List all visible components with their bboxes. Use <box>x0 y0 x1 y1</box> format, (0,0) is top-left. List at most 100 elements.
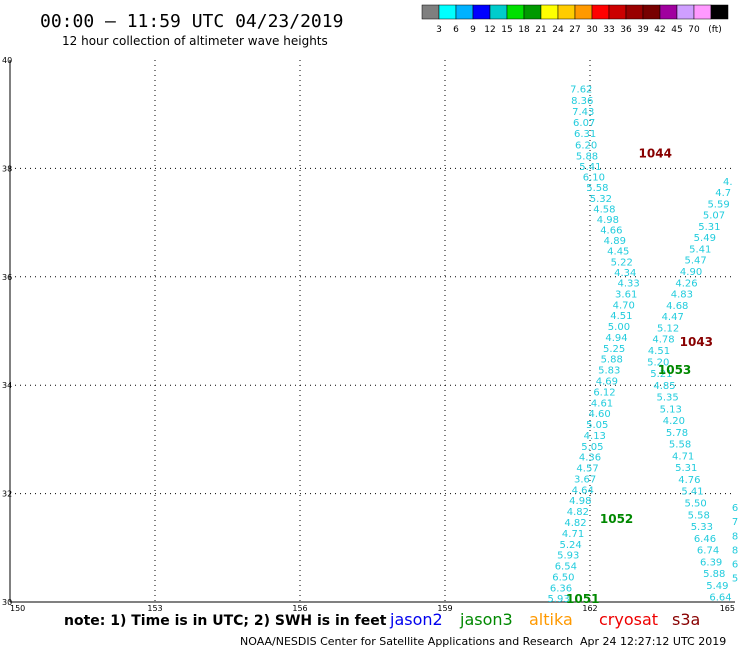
colorbar-swatch <box>489 4 508 20</box>
data-point-label: 8 <box>732 545 738 556</box>
data-point-label: 4.47 <box>662 312 684 323</box>
colorbar-swatch <box>540 4 559 20</box>
data-point-label: 7.62 <box>570 85 592 96</box>
colorbar-swatch <box>472 4 491 20</box>
data-point-label: 5.83 <box>598 366 620 377</box>
annotation-label: 1051 <box>566 592 599 606</box>
data-point-label: 4.68 <box>666 301 688 312</box>
data-point-label: 6.74 <box>697 546 719 557</box>
data-point-label: 4.57 <box>576 464 598 475</box>
colorbar-label: 21 <box>535 25 546 35</box>
data-point-label: 7.43 <box>572 107 594 118</box>
colorbar-label: 36 <box>620 25 632 35</box>
colorbar-label: 39 <box>637 25 649 35</box>
data-point-label: 4.45 <box>607 247 629 258</box>
colorbar-label: 12 <box>484 25 495 35</box>
data-point-label: 4.76 <box>678 475 700 486</box>
annotation-label: 1043 <box>680 335 713 349</box>
data-point-label: 4.36 <box>579 453 601 464</box>
x-tick-label: 156 <box>292 604 307 613</box>
data-point-label: 5.13 <box>660 404 682 415</box>
data-points: 7.628.367.436.076.316.205.885.416.105.58… <box>547 85 738 605</box>
colorbar-swatch <box>557 4 576 20</box>
x-tick-label: 165 <box>720 604 735 613</box>
colorbar-label: 45 <box>671 25 682 35</box>
colorbar-label: 70 <box>688 25 700 35</box>
data-point-label: 4.78 <box>652 335 674 346</box>
colorbar-swatch <box>574 4 593 20</box>
chart-title: 00:00 – 11:59 UTC 04/23/2019 <box>40 11 343 32</box>
data-point-label: 5.05 <box>581 442 603 453</box>
data-point-label: 4.7 <box>715 188 731 199</box>
data-point-label: 6.20 <box>575 140 597 151</box>
colorbar-label: 6 <box>453 25 459 35</box>
data-point-label: 4.33 <box>617 279 639 290</box>
y-tick-label: 38 <box>2 164 12 173</box>
data-point-label: 5.50 <box>684 499 706 510</box>
data-point-label: 3.61 <box>615 289 637 300</box>
colorbar-unit: (ft) <box>708 25 722 35</box>
colorbar-swatch <box>693 4 712 20</box>
colorbar-label: 33 <box>603 25 614 35</box>
colorbar-label: 9 <box>470 25 476 35</box>
data-point-label: 6 <box>732 560 738 571</box>
colorbar-swatch <box>659 4 678 20</box>
colorbar-label: 42 <box>654 25 665 35</box>
data-point-label: 5.88 <box>576 151 598 162</box>
colorbar-swatch <box>591 4 610 20</box>
data-point-label: 4.82 <box>564 518 586 529</box>
colorbar-label: 15 <box>501 25 512 35</box>
legend-cryosat: cryosat <box>599 610 658 629</box>
data-point-label: 6.10 <box>583 173 605 184</box>
data-point-label: 4.70 <box>613 300 635 311</box>
data-point-label: 5.59 <box>707 199 729 210</box>
colorbar-label: 3 <box>436 25 442 35</box>
colorbar-swatch <box>676 4 695 20</box>
data-point-label: 4.69 <box>596 376 618 387</box>
data-point-label: 5.00 <box>608 322 630 333</box>
data-point-label: 5.58 <box>669 440 691 451</box>
y-tick-label: 34 <box>2 381 12 390</box>
data-point-label: 4.85 <box>653 381 675 392</box>
data-point-label: 5.12 <box>657 323 679 334</box>
colorbar-swatch <box>506 4 525 20</box>
footer-note: note: 1) Time is in UTC; 2) SWH is in fe… <box>64 613 387 629</box>
data-point-label: 5.88 <box>703 569 725 580</box>
data-point-label: 7 <box>732 517 738 528</box>
data-point-label: 5.41 <box>689 244 711 255</box>
annotation-label: 1053 <box>658 363 691 377</box>
data-point-label: 6.31 <box>574 129 596 140</box>
data-point-label: 4.34 <box>614 268 636 279</box>
data-point-label: 5.33 <box>691 522 713 533</box>
y-tick-label: 32 <box>2 490 12 499</box>
data-point-label: 6.46 <box>694 534 716 545</box>
data-point-label: 6.64 <box>709 593 731 604</box>
data-point-label: 6.54 <box>555 562 577 573</box>
data-point-label: 4.90 <box>680 267 702 278</box>
colorbar-label: 30 <box>586 25 598 35</box>
annotation-label: 1052 <box>600 512 633 526</box>
colorbar-label: 27 <box>569 25 580 35</box>
data-point-label: 5.31 <box>675 463 697 474</box>
data-point-label: 4.58 <box>593 204 615 215</box>
data-point-label: 5.41 <box>579 162 601 173</box>
data-point-label: 6.39 <box>700 557 722 568</box>
data-point-label: 5.31 <box>698 222 720 233</box>
x-tick-label: 150 <box>10 604 25 613</box>
data-point-label: 5.05 <box>586 420 608 431</box>
y-tick-label: 40 <box>2 56 12 65</box>
data-point-label: 5.58 <box>586 183 608 194</box>
data-point-label: 4.66 <box>600 226 622 237</box>
data-point-label: 5.32 <box>590 194 612 205</box>
axis-ticks: 150 153 156 159 162 165 30 32 34 36 38 40 <box>2 56 735 613</box>
colorbar-swatch <box>642 4 661 20</box>
data-point-label: 5.20 <box>647 357 669 368</box>
data-point-label: 4.51 <box>610 311 632 322</box>
legend-jason2: jason2 <box>389 610 443 629</box>
legend-s3a: s3a <box>672 610 700 629</box>
data-point-label: 5.35 <box>656 393 678 404</box>
data-point-label: 4.82 <box>567 507 589 518</box>
x-tick-label: 153 <box>147 604 162 613</box>
data-point-label: 4.51 <box>648 346 670 357</box>
colorbar: 3 6 9 12 15 18 21 24 27 30 33 36 39 42 45 70 (ft) <box>421 4 729 35</box>
